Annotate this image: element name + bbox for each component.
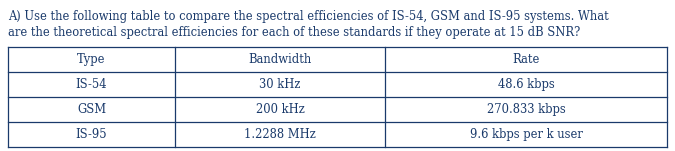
Text: IS-95: IS-95 [76,128,107,141]
Text: Bandwidth: Bandwidth [248,53,312,66]
Text: GSM: GSM [77,103,106,116]
Text: are the theoretical spectral efficiencies for each of these standards if they op: are the theoretical spectral efficiencie… [8,26,580,39]
Text: 9.6 kbps per k user: 9.6 kbps per k user [470,128,583,141]
Text: Type: Type [77,53,106,66]
Text: Rate: Rate [512,53,540,66]
Text: 200 kHz: 200 kHz [256,103,304,116]
Text: 1.2288 MHz: 1.2288 MHz [244,128,316,141]
Text: A) Use the following table to compare the spectral efficiencies of IS-54, GSM an: A) Use the following table to compare th… [8,10,609,23]
Text: 48.6 kbps: 48.6 kbps [497,78,554,91]
Text: 270.833 kbps: 270.833 kbps [487,103,566,116]
Text: 30 kHz: 30 kHz [259,78,300,91]
Text: IS-54: IS-54 [76,78,107,91]
